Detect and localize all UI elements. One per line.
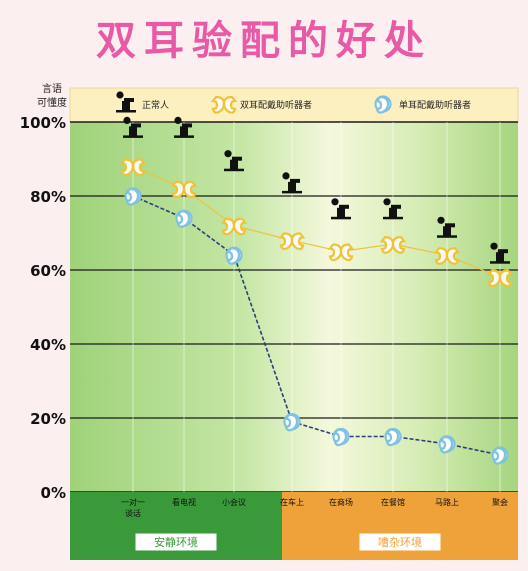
environment-label-box <box>135 533 217 551</box>
data-point <box>283 413 301 432</box>
data-point <box>332 427 350 447</box>
legend-label: 单耳配戴助听器者 <box>399 99 471 111</box>
x-tick-label: 聚会 <box>492 497 508 507</box>
plot-area <box>69 87 519 492</box>
legend-label: 双耳配戴助听器者 <box>240 99 312 111</box>
y-tick-label: 100% <box>20 114 66 132</box>
data-point <box>490 242 510 264</box>
y-tick-label: 0% <box>41 484 66 502</box>
x-tick-label: 马路上 <box>435 497 459 507</box>
data-point <box>384 427 402 447</box>
data-point <box>379 235 407 254</box>
data-point <box>124 187 142 206</box>
data-point <box>486 269 514 288</box>
data-point <box>331 198 351 220</box>
data-point <box>437 216 457 238</box>
environment-label: 嘈杂环境 <box>378 535 422 549</box>
environment-groups: 安静环境 嘈杂环境 <box>70 492 518 560</box>
data-point <box>327 243 355 262</box>
data-point <box>282 172 302 194</box>
data-point <box>170 180 198 199</box>
legend-item: 正常人 <box>116 91 169 113</box>
data-point <box>278 232 306 251</box>
y-tick-label: 40% <box>30 336 66 354</box>
x-tick-label: 小会议 <box>222 497 246 507</box>
x-tick-label: 看电视 <box>172 497 196 507</box>
data-point <box>174 116 194 138</box>
data-point <box>220 217 248 236</box>
y-tick-label: 80% <box>30 188 66 206</box>
data-point <box>119 158 147 177</box>
x-tick-label: 一对一谈话 <box>121 497 145 518</box>
data-point <box>491 446 509 465</box>
data-point <box>123 116 143 138</box>
environment-label-box <box>359 533 441 551</box>
legend-item: 单耳配戴助听器者 <box>374 95 471 114</box>
environment-label: 安静环境 <box>154 535 198 549</box>
series-line <box>132 195 501 456</box>
legend-label: 正常人 <box>142 99 169 111</box>
x-tick-label: 在商场 <box>329 497 353 507</box>
data-point <box>438 435 456 454</box>
y-tick-label: 20% <box>30 410 66 428</box>
legend: 正常人 双耳配戴助听器者 单耳配戴助听器者 <box>116 91 471 114</box>
x-tick-label: 在餐馆 <box>381 497 405 507</box>
data-point <box>224 150 244 172</box>
x-tick-label: 在车上 <box>280 497 304 507</box>
y-axis-title-line2: 可懂度 <box>37 96 67 109</box>
data-point <box>383 198 403 220</box>
y-tick-label: 60% <box>30 262 66 280</box>
data-point <box>433 247 461 265</box>
chart-title: 双耳验配的好处 <box>96 18 432 64</box>
y-axis-title-line1: 言语 <box>42 82 62 95</box>
data-point <box>175 209 193 228</box>
legend-item: 双耳配戴助听器者 <box>210 95 312 114</box>
series-marks <box>119 116 514 465</box>
data-point <box>225 246 243 265</box>
